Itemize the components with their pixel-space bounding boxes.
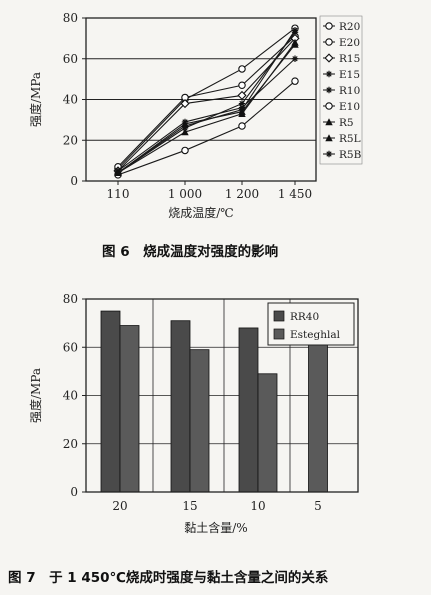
bar-esteghlal-5 [308, 344, 328, 493]
data-point [238, 100, 246, 107]
x-tick-label: 20 [112, 499, 127, 513]
series-line [117, 42, 296, 174]
y-axis-label: 强度/MPa [28, 368, 43, 423]
plot-frame [85, 298, 359, 493]
bar-chart-clay-content: 0 20 40 60 80 20 15 10 5 黏土含量/% 强度/MPa RR40 Esteghla… [28, 292, 359, 535]
legend-label: R5L [339, 133, 361, 145]
legend-marker [325, 38, 333, 46]
series-line [117, 58, 296, 172]
legend-marker [325, 102, 333, 110]
x-tick-label: 1 000 [168, 187, 202, 201]
figure7-caption: 图 7 于 1 450℃烧成时强度与黏土含量之间的关系 [8, 570, 329, 586]
x-axis-label: 烧成温度/℃ [168, 205, 233, 220]
series-r5b [114, 27, 299, 177]
x-tick-label: 15 [182, 499, 197, 513]
data-point [181, 122, 189, 130]
legend-marker [324, 53, 334, 63]
x-tick-label: 5 [314, 499, 322, 513]
series-line [117, 35, 296, 168]
y-tick-label: 0 [70, 485, 78, 499]
data-point [237, 90, 247, 101]
legend-swatch [273, 328, 285, 340]
figure6-caption: 图 6 烧成温度对强度的影响 [102, 244, 279, 260]
y-tick-label: 80 [63, 292, 78, 306]
legend-item: E20 [323, 37, 360, 49]
data-point [291, 27, 299, 34]
legend-label: Esteghlal [290, 329, 341, 341]
legend-item: E10 [323, 101, 360, 113]
legend-item: R15 [323, 53, 360, 65]
series-line [117, 44, 296, 174]
data-point [114, 169, 122, 177]
x-axis-label: 黏土含量/% [184, 520, 247, 535]
data-point [238, 106, 246, 113]
bar-esteghlal-20 [119, 325, 140, 493]
data-point [291, 38, 299, 46]
series-line [117, 29, 296, 174]
bar-rr40-15 [170, 320, 191, 493]
x-tick-label: 1 450 [278, 187, 312, 201]
data-point [180, 98, 190, 109]
y-tick-label: 0 [70, 174, 78, 188]
data-point [238, 122, 246, 130]
legend-item: R5L [323, 133, 361, 145]
data-point [291, 55, 299, 62]
legend-item: R5B [323, 149, 362, 161]
x-tick-label: 1 200 [225, 187, 259, 201]
y-tick-label: 60 [63, 340, 78, 354]
y-axis-label: 强度/MPa [28, 72, 43, 127]
x-tick-label: 110 [107, 187, 130, 201]
legend-marker [325, 150, 333, 158]
legend-label: R15 [339, 53, 360, 65]
legend-label: E20 [339, 37, 360, 49]
y-tick-label: 40 [63, 93, 78, 107]
y-tick-label: 20 [63, 437, 78, 451]
bar-rr40-10 [238, 327, 259, 493]
legend-marker [325, 134, 333, 142]
legend-item: R20 [323, 21, 360, 33]
series-r10 [114, 29, 299, 177]
y-tick-label: 60 [63, 52, 78, 66]
series-r20 [114, 24, 299, 173]
data-point [238, 110, 246, 117]
y-tick-label: 80 [63, 11, 78, 25]
legend-item: RR40 [273, 310, 319, 323]
data-point [238, 65, 246, 73]
legend-label: R10 [339, 85, 360, 97]
legend-label: R20 [339, 21, 360, 33]
x-tick-label: 10 [250, 499, 265, 513]
legend-label: E15 [339, 69, 360, 81]
legend-marker [325, 70, 333, 78]
bar-esteghlal-15 [189, 349, 210, 493]
legend-marker [325, 22, 333, 30]
legend-label: R5B [339, 149, 362, 161]
series-line [117, 27, 296, 170]
series-line [117, 38, 296, 172]
data-point [181, 128, 189, 136]
line-chart-firing-temperature: 0 20 40 60 80 110 1 000 1 200 1 450 烧成温度/℃ 强度/MPa R… [28, 11, 363, 220]
bar-rr40-20 [100, 310, 121, 493]
bar-esteghlal-10 [257, 373, 278, 493]
legend-label: RR40 [290, 311, 319, 323]
y-tick-label: 40 [63, 389, 78, 403]
legend-item: R10 [323, 85, 360, 97]
legend-swatch [273, 310, 285, 322]
legend-marker [325, 118, 333, 126]
data-point [238, 81, 246, 89]
plot-frame [85, 17, 317, 182]
legend-item: R5 [323, 117, 354, 129]
legend-frame [319, 15, 363, 165]
legend-marker [325, 86, 333, 94]
legend-item: E15 [323, 69, 360, 81]
legend-item: Esteghlal [273, 328, 341, 341]
legend-label: R5 [339, 117, 354, 129]
y-tick-label: 20 [63, 133, 78, 147]
series-line [117, 80, 296, 176]
legend-label: E10 [339, 101, 360, 113]
series-line [117, 31, 296, 174]
data-point [291, 77, 299, 85]
data-point [181, 146, 189, 155]
